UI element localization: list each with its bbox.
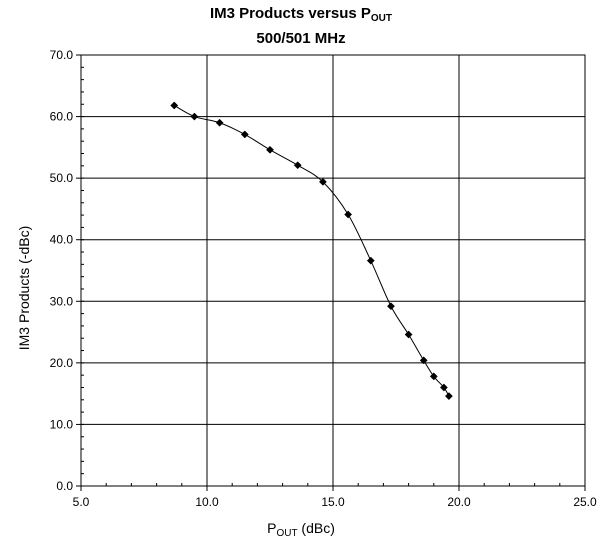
x-axis-title-main: P bbox=[267, 520, 277, 536]
data-point bbox=[240, 130, 249, 139]
y-axis-title: IM3 Products (-dBc) bbox=[16, 225, 32, 351]
data-point bbox=[404, 330, 413, 339]
y-tick-label: 10.0 bbox=[50, 417, 74, 431]
y-tick-label: 30.0 bbox=[50, 294, 74, 308]
y-tick-label: 50.0 bbox=[50, 171, 74, 185]
data-point bbox=[266, 145, 274, 154]
x-tick-label: 20.0 bbox=[447, 495, 471, 509]
data-point bbox=[170, 101, 179, 110]
x-tick-labels: 5.0 10.0 15.0 20.0 25.0 bbox=[73, 495, 597, 509]
y-tick-label: 40.0 bbox=[50, 233, 74, 247]
x-axis-title-unit: (dBc) bbox=[297, 520, 335, 536]
data-point bbox=[344, 210, 353, 219]
data-point bbox=[439, 383, 448, 392]
y-tick-label: 0.0 bbox=[56, 479, 73, 493]
data-point bbox=[366, 256, 375, 265]
y-tick-label: 60.0 bbox=[50, 110, 74, 124]
chart-subtitle: 500/501 MHz bbox=[256, 30, 346, 47]
chart-title: IM3 Products versus POUT 500/501 MHz bbox=[0, 4, 602, 49]
data-point bbox=[318, 177, 327, 186]
x-tick-label: 5.0 bbox=[73, 495, 90, 509]
chart-title-line: IM3 Products versus POUT bbox=[0, 4, 602, 29]
y-tick-labels: 0.0 10.0 20.0 30.0 40.0 50.0 60.0 70.0 bbox=[50, 48, 74, 493]
x-axis-title-subscript: OUT bbox=[276, 528, 298, 539]
data-point bbox=[293, 161, 302, 170]
y-tick-label: 20.0 bbox=[50, 356, 74, 370]
x-tick-label: 25.0 bbox=[573, 495, 597, 509]
data-point bbox=[387, 302, 395, 311]
series-markers bbox=[170, 101, 453, 401]
x-axis-title: POUT (dBc) bbox=[0, 520, 602, 539]
grid-lines bbox=[76, 54, 586, 491]
title-main: IM3 Products versus P bbox=[209, 5, 371, 22]
x-tick-label: 15.0 bbox=[321, 495, 345, 509]
data-point bbox=[419, 356, 428, 365]
data-point bbox=[444, 392, 453, 401]
data-point bbox=[190, 112, 199, 121]
minor-ticks bbox=[80, 54, 586, 487]
data-point bbox=[215, 118, 224, 127]
x-tick-label: 10.0 bbox=[195, 495, 219, 509]
y-tick-label: 70.0 bbox=[50, 48, 74, 62]
title-subscript: OUT bbox=[370, 13, 392, 24]
data-point bbox=[429, 372, 438, 381]
